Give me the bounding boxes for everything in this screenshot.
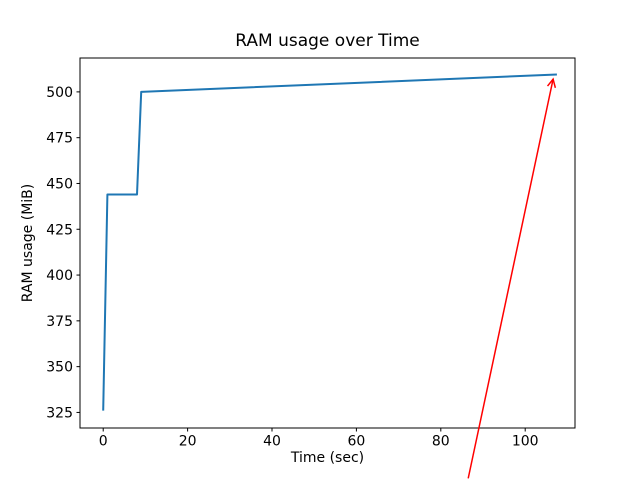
- x-tick-label: 80: [432, 434, 450, 450]
- x-tick-label: 20: [179, 434, 197, 450]
- y-axis-label: RAM usage (MiB): [20, 183, 36, 303]
- x-tick-label: 60: [347, 434, 365, 450]
- y-tick-label: 500: [46, 85, 73, 101]
- annotation-arrow: [467, 77, 557, 479]
- chart-title: RAM usage over Time: [235, 31, 420, 51]
- y-tick-label: 325: [46, 405, 73, 421]
- y-tick-label: 475: [46, 131, 73, 147]
- y-tick-label: 400: [46, 268, 73, 284]
- x-tick-label: 40: [263, 434, 281, 450]
- plot-area: [80, 58, 575, 428]
- y-tick-label: 350: [46, 360, 73, 376]
- axes-frame: [79, 57, 576, 429]
- y-tick-label: 375: [46, 314, 73, 330]
- x-tick-label: 100: [512, 434, 539, 450]
- x-tick-label: 0: [99, 434, 108, 450]
- x-axis-label: Time (sec): [290, 450, 365, 466]
- y-tick-label: 450: [46, 176, 73, 192]
- series-line: [102, 73, 557, 411]
- y-tick-label: 425: [46, 222, 73, 238]
